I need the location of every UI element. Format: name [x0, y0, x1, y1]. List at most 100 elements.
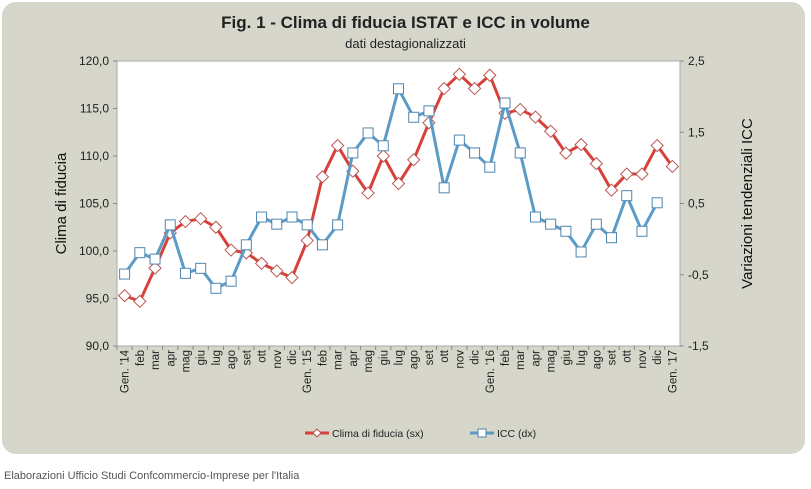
x-tick-label: feb: [135, 350, 147, 366]
data-point-clima: [270, 264, 284, 278]
y2-axis-label: Variazioni tendenziali ICC: [739, 118, 756, 289]
data-point-clima: [528, 110, 543, 124]
y-tick-label: 110,0: [80, 149, 109, 163]
data-point-icc: [240, 239, 252, 251]
data-point-icc: [484, 161, 496, 173]
y-tick-label: 105,0: [79, 197, 109, 211]
data-point-icc: [332, 219, 344, 231]
x-tick-label: mag: [546, 350, 558, 372]
x-tick-label: lug: [576, 350, 588, 365]
data-point-icc: [377, 140, 389, 152]
x-tick-label: ago: [409, 350, 421, 369]
data-point-clima: [224, 243, 238, 257]
x-tick-label: dic: [287, 350, 299, 365]
data-point-icc: [438, 182, 450, 194]
data-point-clima: [330, 138, 345, 153]
y2-tick-label: 0,5: [688, 197, 705, 211]
data-point-icc: [575, 246, 587, 258]
data-point-clima: [589, 156, 604, 171]
legend-label: ICC (dx): [497, 428, 536, 440]
y2-tick-label: -0,5: [688, 268, 709, 282]
x-tick-label: dic: [652, 350, 664, 365]
x-tick-label: ott: [439, 349, 451, 363]
y-tick-label: 115,0: [80, 102, 109, 116]
data-point-clima: [574, 137, 588, 152]
x-tick-label: nov: [272, 350, 284, 369]
y-tick-label: 90,0: [86, 339, 110, 353]
data-point-icc: [469, 147, 481, 159]
x-tick-label: mar: [150, 350, 162, 370]
legend-marker-square: [477, 428, 487, 438]
x-tick-label: apr: [348, 350, 360, 367]
line-chart: 90,0 95,0 100,0 105,0 110,0 115,0 120,0 -1,5 -0,…: [53, 54, 756, 440]
data-point-icc: [164, 219, 176, 231]
x-tick-label: nov: [454, 350, 466, 369]
data-point-clima: [543, 124, 558, 139]
data-point-clima: [437, 81, 451, 96]
data-point-clima: [635, 167, 649, 181]
x-tick-label: mag: [363, 350, 375, 372]
legend-marker-diamond: [312, 428, 322, 438]
x-tick-label: ago: [591, 350, 603, 369]
data-point-icc: [210, 282, 222, 294]
x-tick-label: lug: [211, 350, 223, 365]
x-tick-label: giu: [196, 350, 208, 365]
data-point-clima: [559, 146, 573, 160]
x-tick-label: feb: [500, 350, 512, 366]
data-point-icc: [453, 134, 465, 146]
x-tick-label: apr: [165, 350, 177, 367]
x-tick-label: apr: [530, 350, 542, 367]
x-tick-label: Gen. '14: [120, 349, 132, 393]
data-point-icc: [499, 97, 511, 109]
data-point-icc: [301, 219, 313, 231]
data-point-icc: [316, 239, 328, 251]
y2-tick-label: -1,5: [688, 339, 709, 353]
data-point-clima: [376, 149, 390, 163]
x-tick-label: nov: [637, 350, 649, 369]
data-point-clima: [117, 288, 132, 303]
data-point-clima: [209, 220, 223, 234]
x-tick-label: set: [424, 349, 436, 365]
data-point-clima: [193, 211, 208, 226]
data-point-icc: [179, 267, 191, 279]
data-point-clima: [391, 176, 406, 191]
data-point-icc: [606, 232, 618, 244]
data-point-icc: [347, 147, 359, 159]
data-point-clima: [467, 81, 482, 96]
data-point-icc: [225, 275, 237, 287]
data-point-icc: [514, 147, 526, 159]
data-point-icc: [590, 218, 602, 230]
data-point-clima: [178, 214, 193, 229]
data-point-icc: [393, 83, 404, 95]
data-point-icc: [621, 190, 633, 202]
data-point-icc: [423, 105, 435, 117]
x-tick-label: lug: [394, 350, 406, 365]
data-point-clima: [300, 233, 314, 248]
y2-tick-label: 1,5: [688, 125, 705, 139]
x-tick-label: Gen. '17: [667, 350, 679, 393]
x-tick-label: giu: [561, 350, 573, 365]
x-tick-label: mar: [515, 350, 527, 370]
plot-area: [116, 60, 681, 347]
data-point-clima: [148, 261, 162, 275]
data-point-clima: [254, 256, 269, 271]
x-tick-label: mag: [180, 350, 192, 372]
data-point-icc: [149, 253, 161, 265]
y-tick-label: 100,0: [79, 244, 109, 258]
data-point-clima: [604, 183, 619, 197]
x-tick-label: Gen. '15: [302, 350, 314, 393]
data-point-clima: [452, 67, 467, 82]
data-point-clima: [665, 159, 680, 174]
chart-subtitle: dati destagionalizzati: [345, 36, 466, 51]
data-point-icc: [256, 211, 268, 223]
source-note: Elaborazioni Ufficio Studi Confcommercio…: [4, 470, 300, 482]
x-tick-label: set: [607, 349, 619, 365]
x-tick-label: feb: [317, 350, 329, 366]
x-tick-label: mar: [333, 350, 345, 370]
data-point-icc: [560, 225, 572, 237]
data-point-icc: [119, 268, 131, 280]
data-point-icc: [362, 127, 374, 139]
y-axis-label: Clima di fiducia: [53, 152, 70, 254]
data-point-icc: [286, 211, 298, 223]
data-point-icc: [529, 211, 541, 223]
